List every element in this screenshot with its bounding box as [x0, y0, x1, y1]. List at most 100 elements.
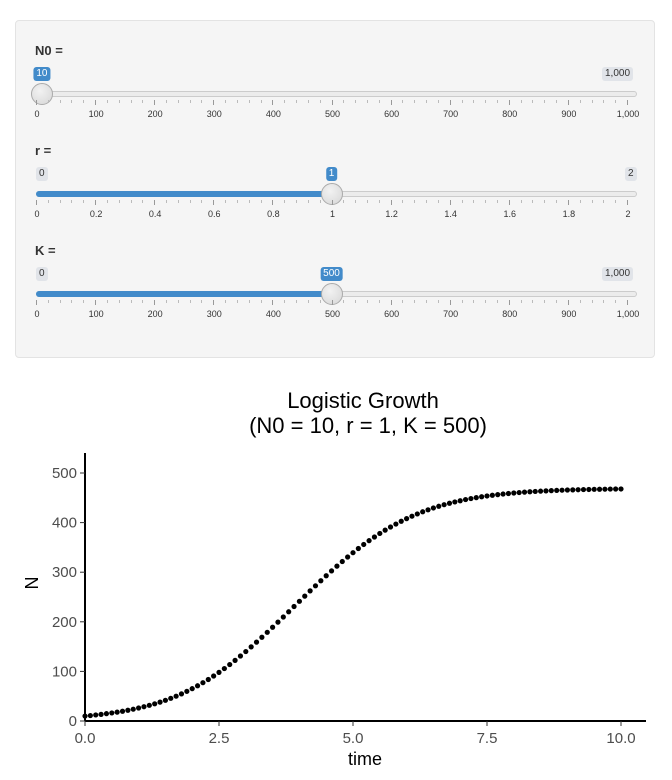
slider-minor-tick — [83, 300, 85, 303]
slider-tick — [508, 100, 510, 105]
slider-minor-tick — [177, 100, 179, 103]
slider-minor-tick — [307, 100, 309, 103]
data-point — [178, 691, 185, 697]
slider-tick — [272, 300, 274, 305]
slider-minor-tick — [461, 100, 463, 103]
data-point — [270, 624, 276, 630]
slider-n0-track[interactable] — [36, 91, 637, 97]
slider-tick — [331, 100, 333, 105]
data-point — [548, 488, 554, 494]
data-point — [146, 702, 152, 708]
data-point — [420, 509, 426, 515]
y-axis: 0 100 200 300 400 500 — [52, 453, 86, 730]
slider-k-label: K = — [35, 243, 56, 258]
data-point — [516, 489, 522, 496]
slider-tick-label: 700 — [443, 109, 459, 119]
slider-minor-tick — [71, 100, 73, 103]
slider-minor-tick — [130, 200, 132, 203]
data-point — [280, 614, 286, 620]
slider-minor-tick — [414, 200, 416, 203]
slider-minor-tick — [189, 100, 191, 103]
data-point — [98, 711, 104, 717]
data-point — [473, 495, 479, 501]
slider-minor-tick — [366, 300, 368, 303]
slider-tick — [95, 300, 97, 305]
slider-minor-tick — [284, 200, 286, 203]
slider-minor-tick — [47, 100, 49, 103]
data-point — [82, 713, 88, 719]
slider-tick — [95, 100, 97, 105]
data-point — [184, 688, 190, 694]
data-point — [538, 488, 544, 494]
slider-r-max: 2 — [625, 167, 637, 181]
slider-minor-tick — [189, 200, 191, 203]
data-point — [350, 550, 356, 556]
slider-minor-tick — [71, 300, 73, 303]
slider-minor-tick — [591, 200, 593, 203]
data-point — [527, 489, 533, 495]
data-point — [253, 639, 260, 645]
slider-tick — [154, 100, 156, 105]
slider-minor-tick — [615, 300, 617, 303]
slider-minor-tick — [59, 300, 61, 303]
slider-minor-tick — [284, 300, 286, 303]
data-point — [452, 499, 458, 505]
slider-minor-tick — [437, 200, 439, 203]
slider-n0-value: 10 — [33, 67, 51, 81]
slider-minor-tick — [319, 100, 321, 103]
slider-minor-tick — [603, 200, 605, 203]
slider-n0-handle[interactable] — [30, 83, 53, 105]
slider-n0-label: N0 = — [35, 43, 63, 58]
slider-minor-tick — [355, 300, 357, 303]
slider-minor-tick — [296, 200, 298, 203]
data-point — [554, 487, 560, 494]
data-point — [109, 710, 115, 716]
slider-minor-tick — [520, 100, 522, 103]
slider-minor-tick — [307, 300, 309, 303]
slider-tick-label: 400 — [265, 109, 281, 119]
data-point — [136, 705, 142, 711]
x-axis-label: time — [348, 749, 382, 769]
slider-tick-label: 400 — [265, 309, 281, 319]
slider-minor-tick — [426, 200, 428, 203]
data-point — [489, 492, 495, 498]
slider-tick — [390, 300, 392, 305]
data-point — [296, 598, 302, 604]
data-point — [189, 686, 195, 692]
slider-tick — [36, 200, 37, 205]
slider-minor-tick — [296, 100, 298, 103]
data-point — [500, 491, 506, 497]
slider-tick — [272, 100, 274, 105]
slider-minor-tick — [83, 200, 85, 203]
slider-minor-tick — [496, 100, 498, 103]
slider-tick — [508, 200, 510, 205]
slider-minor-tick — [437, 100, 439, 103]
slider-tick-label: 0.6 — [208, 209, 221, 219]
data-point — [93, 712, 99, 718]
slider-r: r = 0 2 1 0 0.2 0.4 0.6 0.8 1 1.2 1.4 1.6 1.8 2 — [16, 121, 654, 221]
slider-tick — [36, 300, 37, 305]
data-point — [291, 603, 297, 610]
logistic-growth-chart: Logistic Growth (N0 = 10, r = 1, K = 500… — [22, 388, 646, 769]
data-point — [446, 500, 453, 506]
slider-minor-tick — [355, 100, 357, 103]
data-point — [194, 683, 201, 689]
slider-tick — [36, 100, 37, 105]
slider-tick — [508, 300, 510, 305]
slider-minor-tick — [355, 200, 357, 203]
x-axis: 0.0 2.5 5.0 7.5 10.0 — [75, 720, 646, 747]
data-point — [302, 593, 308, 599]
slider-minor-tick — [225, 300, 227, 303]
slider-minor-tick — [615, 100, 617, 103]
data-point — [200, 680, 206, 686]
slider-minor-tick — [473, 200, 475, 203]
data-point — [141, 704, 147, 710]
slider-minor-tick — [414, 300, 416, 303]
data-points — [82, 486, 624, 719]
slider-r-label: r = — [35, 143, 52, 158]
slider-minor-tick — [615, 200, 617, 203]
slider-minor-tick — [189, 300, 191, 303]
slider-minor-tick — [319, 200, 321, 203]
slider-minor-tick — [177, 200, 179, 203]
slider-tick — [154, 300, 156, 305]
